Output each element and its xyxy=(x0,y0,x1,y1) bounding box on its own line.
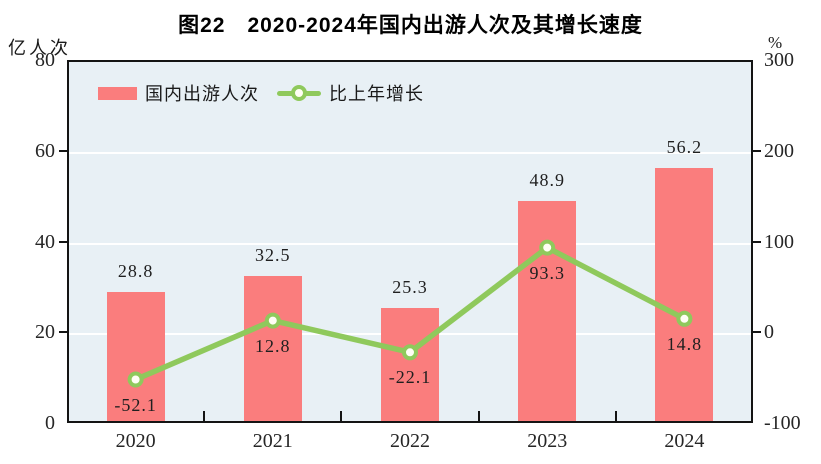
left-axis-tick-label: 0 xyxy=(45,412,55,434)
chart-title: 图22 2020-2024年国内出游人次及其增长速度 xyxy=(178,14,643,37)
chart-legend: 国内出游人次 比上年增长 xyxy=(98,80,424,106)
legend-item-line: 比上年增长 xyxy=(277,80,424,106)
line-value-label: -22.1 xyxy=(388,367,432,388)
x-axis-tick xyxy=(614,411,617,423)
right-axis-tick-label: 200 xyxy=(764,139,794,162)
left-axis-tick xyxy=(59,240,67,243)
right-axis-tick xyxy=(753,240,761,243)
right-axis-tick-label: -100 xyxy=(764,412,801,434)
x-category-label: 2020 xyxy=(115,430,156,452)
bar-value-label: 32.5 xyxy=(255,244,291,265)
left-axis-tick-label: 60 xyxy=(35,139,55,162)
line-legend-swatch xyxy=(277,85,321,101)
bar-legend-label: 国内出游人次 xyxy=(145,84,259,104)
x-axis-tick xyxy=(477,411,480,423)
bar-value-label: 56.2 xyxy=(666,137,703,157)
left-axis-tick-label: 40 xyxy=(35,230,55,253)
legend-item-bar: 国内出游人次 xyxy=(98,80,259,106)
right-axis-unit: % xyxy=(768,33,783,52)
right-axis-tick-label: 0 xyxy=(764,321,774,344)
right-axis-tick-label: 300 xyxy=(764,49,794,71)
x-category-label: 2023 xyxy=(527,430,568,452)
x-category-label: 2021 xyxy=(252,430,293,452)
bar-2024 xyxy=(655,168,714,421)
line-legend-marker-icon xyxy=(291,85,307,101)
x-category-label: 2022 xyxy=(390,430,430,452)
left-axis-unit: 亿人次 xyxy=(8,38,71,58)
left-axis-tick xyxy=(59,149,67,152)
x-category-label: 2024 xyxy=(664,430,705,452)
right-axis-tick xyxy=(753,149,761,152)
x-axis-tick xyxy=(340,411,343,423)
line-value-label: -52.1 xyxy=(114,394,157,415)
right-axis-tick xyxy=(753,331,761,334)
bar-value-label: 28.8 xyxy=(117,261,154,282)
x-axis-tick xyxy=(203,411,206,423)
line-legend-label: 比上年增长 xyxy=(329,84,424,104)
left-axis-tick-label: 20 xyxy=(35,321,55,344)
line-value-label: 12.8 xyxy=(255,335,291,356)
bar-2023 xyxy=(518,201,577,421)
bar-value-label: 48.9 xyxy=(529,170,565,191)
bar-value-label: 25.3 xyxy=(392,277,428,298)
right-axis-tick-label: 100 xyxy=(764,230,794,253)
grid-line xyxy=(69,151,751,154)
line-value-label: 14.8 xyxy=(666,333,703,354)
grid-line xyxy=(69,242,751,245)
left-axis-tick xyxy=(59,331,67,334)
line-value-label: 93.3 xyxy=(529,262,565,283)
bar-legend-swatch xyxy=(98,86,137,100)
left-axis-tick-label: 80 xyxy=(35,49,55,71)
